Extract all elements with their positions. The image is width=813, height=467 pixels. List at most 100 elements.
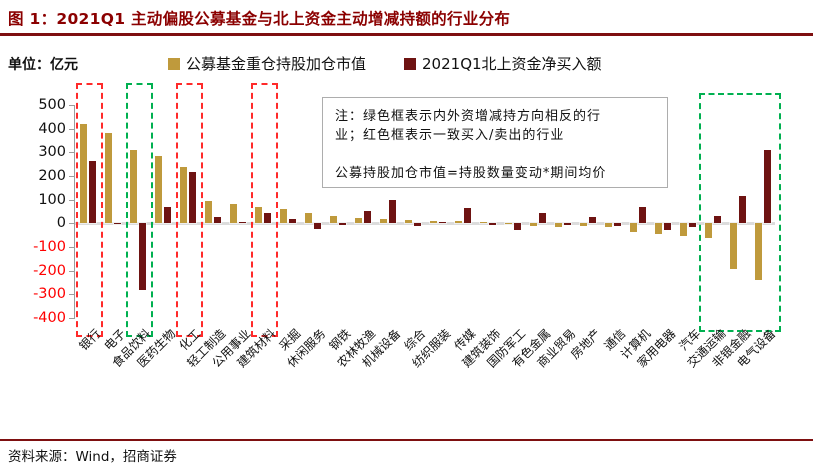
note-line: [335, 145, 655, 164]
bar-fund-交通运输: [705, 223, 712, 238]
legend: 公募基金重仓持股加仓市值 2021Q1北上资金净买入额: [168, 53, 602, 74]
y-tick: [69, 176, 75, 177]
bar-fund-轻工制造: [205, 200, 212, 224]
legend-item-fund: 公募基金重仓持股加仓市值: [168, 53, 366, 74]
bar-northbound-农林牧渔: [363, 210, 371, 224]
y-tick: [69, 199, 75, 201]
note-line: 公募持股加仓市值=持股数量变动*期间均价: [335, 166, 607, 181]
bar-fund-建筑材料: [255, 207, 262, 224]
legend-swatch-maroon: [404, 57, 417, 70]
bar-fund-通信: [605, 223, 612, 228]
page-title: 图 1：2021Q1 主动偏股公募基金与北上资金主动增减持额的行业分布: [8, 10, 511, 28]
bar-fund-食品饮料: [130, 149, 137, 224]
bar-fund-农林牧渔: [355, 218, 362, 224]
bar-northbound-轻工制造: [213, 216, 221, 224]
bar-northbound-采掘: [288, 218, 296, 224]
bar-fund-有色金属: [530, 223, 537, 226]
y-tick-label: 0: [56, 215, 66, 232]
y-tick: [69, 294, 75, 296]
bar-fund-电子: [105, 133, 112, 224]
bar-northbound-机械设备: [388, 199, 396, 224]
bar-northbound-国防军工: [513, 223, 521, 231]
y-tick: [69, 270, 75, 272]
bar-fund-房地产: [580, 223, 587, 227]
source-text: 资料来源：Wind，招商证券: [8, 449, 177, 465]
bar-northbound-医药生物: [163, 207, 171, 224]
bar-northbound-交通运输: [713, 216, 721, 224]
bar-northbound-通信: [613, 223, 621, 227]
bar-northbound-家用电器: [663, 223, 671, 230]
y-tick-label: 200: [38, 168, 66, 184]
bar-northbound-非银金融: [738, 196, 746, 224]
bar-northbound-纺织服装: [438, 221, 446, 224]
y-tick: [69, 128, 75, 130]
bar-fund-计算机: [630, 223, 637, 232]
y-tick-label: -100: [33, 239, 66, 255]
bar-northbound-房地产: [588, 217, 596, 224]
bar-northbound-建筑装饰: [488, 223, 496, 225]
y-tick: [69, 152, 75, 154]
bar-fund-钢铁: [330, 215, 337, 224]
legend-label: 2021Q1北上资金净买入额: [422, 55, 602, 73]
y-tick-label: 500: [38, 97, 66, 113]
y-tick-label: -300: [33, 286, 66, 303]
title-rule: [0, 33, 813, 36]
bar-northbound-食品饮料: [138, 223, 146, 290]
bar-fund-建筑装饰: [480, 221, 487, 224]
highlight-box-green: [698, 93, 781, 332]
highlight-box-green: [126, 83, 153, 337]
bar-fund-纺织服装: [430, 220, 437, 224]
y-tick: [69, 223, 75, 225]
bar-fund-银行: [80, 123, 87, 224]
bar-fund-非银金融: [730, 223, 737, 270]
bar-northbound-建筑材料: [263, 213, 271, 224]
highlight-box-red: [76, 83, 103, 337]
bar-northbound-综合: [413, 223, 421, 227]
bar-fund-电气设备: [755, 223, 762, 281]
y-axis-line: [74, 105, 75, 318]
legend-item-northbound: 2021Q1北上资金净买入额: [404, 53, 602, 74]
y-tick-label: 400: [38, 120, 66, 137]
y-tick-label: -200: [33, 262, 66, 279]
legend-swatch-gold: [168, 57, 180, 70]
bar-fund-公用事业: [230, 204, 237, 224]
bar-fund-休闲服务: [305, 213, 312, 224]
bar-northbound-传媒: [463, 208, 471, 224]
zero-line: [75, 222, 775, 226]
bar-fund-机械设备: [380, 219, 387, 224]
highlight-box-red: [176, 83, 203, 337]
bar-northbound-商业贸易: [563, 223, 571, 225]
y-tick-label: -400: [33, 310, 66, 326]
bar-northbound-化工: [188, 171, 196, 224]
bar-fund-国防军工: [505, 223, 512, 225]
bar-fund-传媒: [455, 221, 462, 224]
unit-label: 单位：亿元: [8, 57, 78, 73]
y-tick-label: 100: [38, 191, 66, 208]
bar-fund-家用电器: [655, 223, 662, 234]
y-tick-label: 300: [38, 144, 66, 161]
bar-northbound-电气设备: [763, 149, 771, 224]
note-line: 业；红色框表示一致买入/卖出的行业: [335, 128, 565, 143]
bar-northbound-公用事业: [238, 222, 246, 224]
bar-fund-综合: [405, 219, 412, 224]
y-tick: [69, 105, 75, 106]
bar-fund-医药生物: [155, 155, 162, 224]
y-tick: [69, 247, 75, 248]
bar-fund-商业贸易: [555, 223, 562, 227]
y-tick: [69, 318, 75, 319]
note-box: 注：绿色框表示内外资增减持方向相反的行 业；红色框表示一致买入/卖出的行业公募持股…: [322, 97, 668, 188]
bar-northbound-电子: [113, 222, 121, 224]
bar-northbound-汽车: [688, 223, 696, 227]
bar-fund-采掘: [280, 209, 287, 224]
bar-northbound-有色金属: [538, 212, 546, 224]
highlight-box-red: [251, 83, 278, 337]
note-line: 注：绿色框表示内外资增减持方向相反的行: [335, 109, 602, 124]
bar-northbound-休闲服务: [313, 223, 321, 230]
bar-fund-化工: [180, 166, 187, 224]
footer-rule: [0, 439, 813, 441]
legend-label: 公募基金重仓持股加仓市值: [186, 55, 367, 73]
bar-fund-汽车: [680, 223, 687, 236]
bar-northbound-钢铁: [338, 223, 346, 225]
